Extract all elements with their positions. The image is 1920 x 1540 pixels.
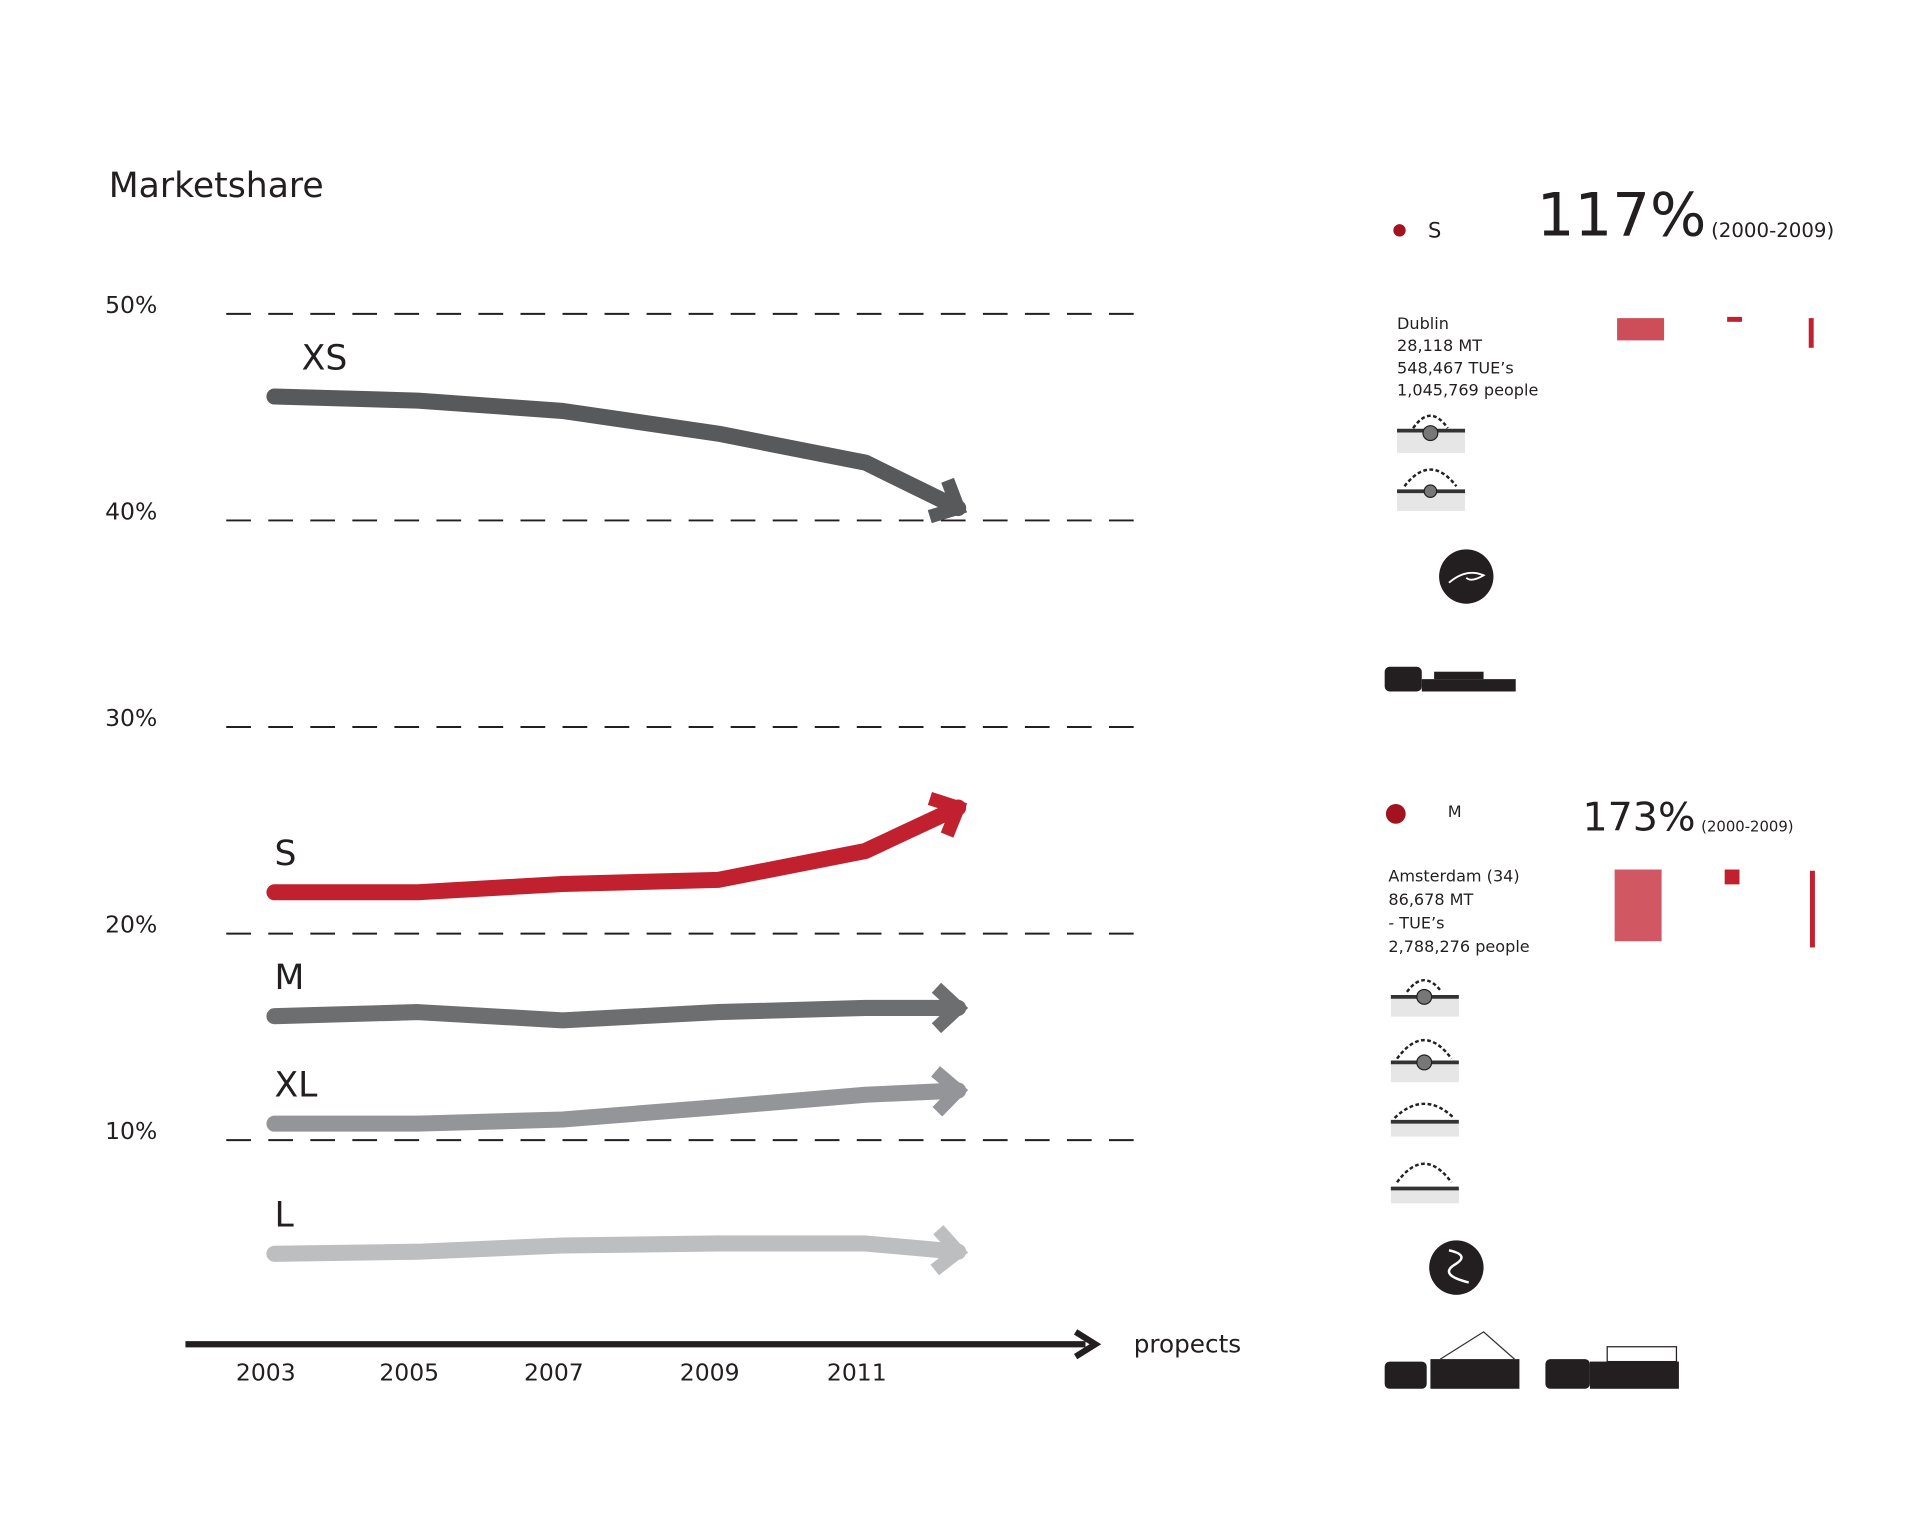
x-axis-arrow: [1073, 1329, 1102, 1360]
panel-period: (2000-2009): [1711, 219, 1834, 242]
y-tick-label: 40%: [105, 498, 157, 526]
arrow-head: [927, 477, 968, 524]
panel-line: 86,678 MT: [1388, 890, 1473, 909]
panel-growth: 117%: [1537, 180, 1707, 249]
panel-growth: 173%: [1582, 795, 1695, 841]
series-label: L: [274, 1196, 294, 1236]
panel-line: 1,045,769 people: [1397, 381, 1538, 400]
series-label: M: [274, 958, 304, 998]
panel-icons: [1384, 316, 1814, 692]
series-label: S: [274, 834, 296, 874]
series-label: XS: [302, 338, 348, 378]
series-line: [266, 1235, 967, 1262]
panel-period: (2000-2009): [1701, 818, 1793, 835]
panel-line: 2,788,276 people: [1388, 937, 1529, 956]
panel-icons: [1384, 869, 1815, 1389]
x-tick-label: 2011: [827, 1358, 887, 1386]
x-tick-label: 2003: [236, 1358, 296, 1386]
panel-line: 548,467 TUE’s: [1397, 358, 1514, 377]
x-tick-label: 2005: [379, 1358, 439, 1386]
panel-size: M: [1448, 802, 1462, 821]
y-tick-label: 30%: [105, 704, 157, 732]
size-dot: [1385, 803, 1406, 824]
x-axis-label: propects: [1134, 1330, 1242, 1359]
y-tick-label: 20%: [105, 911, 157, 939]
panel-line: 28,118 MT: [1397, 336, 1482, 355]
series-line: [266, 799, 967, 901]
y-tick-label: 50%: [105, 291, 157, 319]
arrow-head: [931, 1066, 969, 1117]
arrow-head: [931, 982, 969, 1034]
series-line: [266, 1082, 967, 1132]
panel-city: Dublin: [1397, 314, 1449, 333]
panel-size: S: [1428, 218, 1441, 243]
chart-title: Marketshare: [109, 166, 324, 206]
arrow-head: [930, 1225, 969, 1276]
series-line: [266, 388, 967, 517]
panel-city: Amsterdam (34): [1388, 866, 1519, 885]
series-label: XL: [274, 1066, 318, 1106]
arrow-head: [927, 791, 968, 838]
x-tick-label: 2007: [524, 1358, 584, 1386]
series-line: [266, 999, 967, 1029]
x-tick-label: 2009: [680, 1358, 740, 1386]
y-tick-label: 10%: [105, 1117, 157, 1145]
size-dot: [1393, 224, 1406, 237]
panel-line: - TUE’s: [1388, 913, 1444, 932]
